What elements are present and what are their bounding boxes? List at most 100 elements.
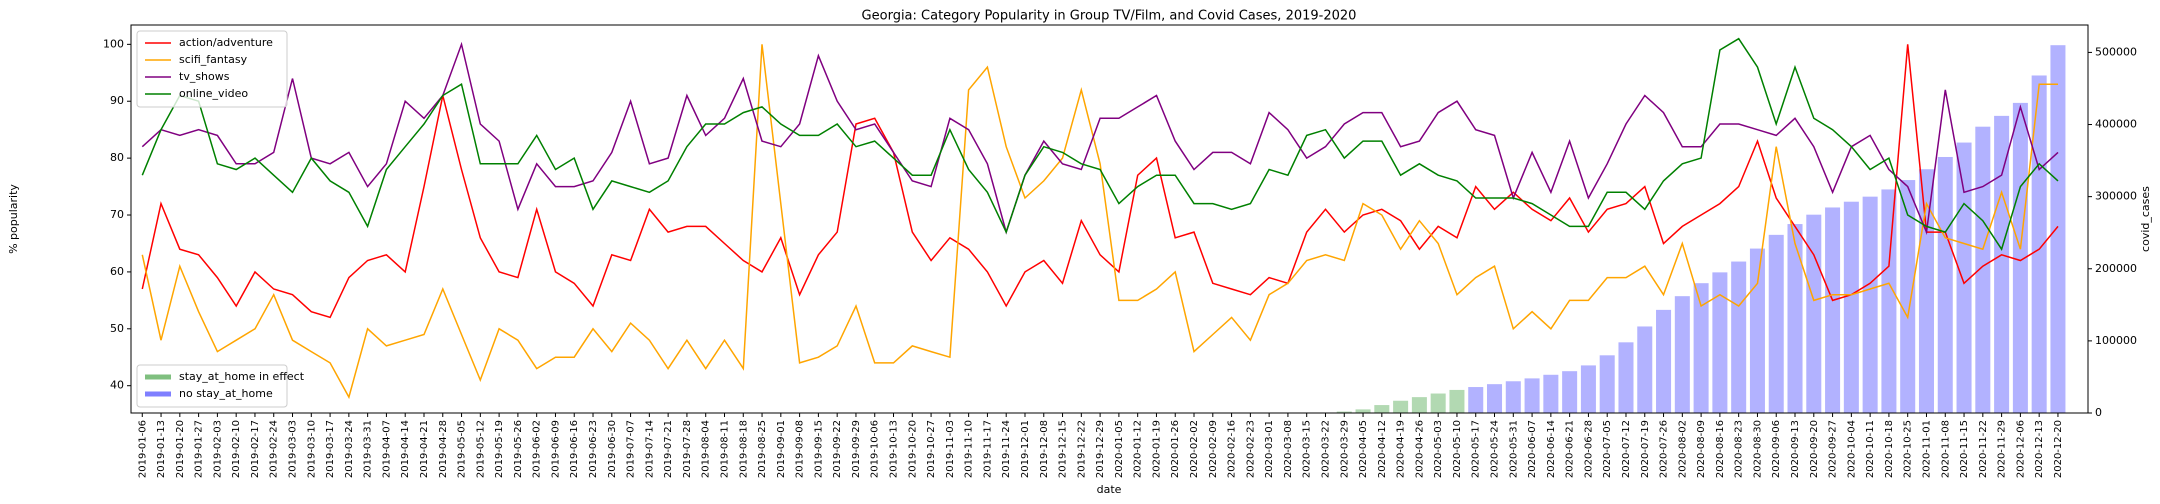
x-tick-label: 2020-11-08 bbox=[1940, 420, 1951, 478]
x-tick-label: 2019-06-02 bbox=[532, 420, 543, 478]
x-tick-label: 2020-04-19 bbox=[1396, 420, 1407, 478]
x-tick-label: 2019-12-08 bbox=[1039, 420, 1050, 478]
x-tick-label: 2019-01-27 bbox=[194, 420, 205, 478]
x-tick-label: 2019-08-04 bbox=[701, 420, 712, 478]
bar bbox=[2050, 45, 2066, 414]
bar bbox=[1712, 272, 1728, 413]
x-tick-label: 2019-10-20 bbox=[907, 420, 918, 478]
x-tick-label: 2019-03-31 bbox=[363, 420, 374, 478]
x-tick-label: 2019-06-23 bbox=[588, 420, 599, 478]
bar bbox=[1505, 381, 1521, 413]
x-tick-label: 2019-07-14 bbox=[644, 420, 655, 478]
y-tick-label: 60 bbox=[110, 265, 124, 278]
x-tick-label: 2020-10-11 bbox=[1865, 420, 1876, 478]
bar bbox=[1749, 248, 1765, 413]
bar bbox=[1994, 115, 2010, 414]
legend-label: tv_shows bbox=[179, 70, 230, 83]
x-axis-label: date bbox=[1097, 483, 1122, 496]
x-tick-label: 2019-05-19 bbox=[494, 420, 505, 478]
x-tick-label: 2020-12-13 bbox=[2034, 420, 2045, 478]
bar bbox=[1374, 405, 1390, 413]
x-tick-label: 2020-01-26 bbox=[1170, 420, 1181, 478]
bar bbox=[1468, 387, 1484, 413]
x-tick-label: 2020-09-06 bbox=[1771, 420, 1782, 478]
bar bbox=[1862, 196, 1878, 413]
x-tick-label: 2020-04-05 bbox=[1358, 420, 1369, 478]
bar bbox=[1393, 400, 1409, 413]
x-tick-label: 2019-09-08 bbox=[795, 420, 806, 478]
legend-box bbox=[136, 364, 288, 408]
x-tick-label: 2019-05-26 bbox=[513, 420, 524, 478]
y-axis-label: % popularity bbox=[7, 184, 20, 254]
x-tick-label: 2020-01-12 bbox=[1133, 420, 1144, 478]
y2-tick-label: 300000 bbox=[2095, 190, 2137, 203]
x-tick-label: 2019-01-13 bbox=[156, 420, 167, 478]
x-tick-label: 2020-08-09 bbox=[1696, 420, 1707, 478]
x-tick-label: 2019-04-21 bbox=[419, 420, 430, 478]
y2-tick-label: 0 bbox=[2095, 406, 2102, 419]
line-series bbox=[141, 44, 2058, 400]
x-tick-label: 2020-11-29 bbox=[1997, 420, 2008, 478]
line-series bbox=[141, 41, 2059, 235]
bar bbox=[1806, 214, 1822, 413]
x-tick-label: 2019-01-06 bbox=[137, 420, 148, 478]
x-tick-label: 2020-02-09 bbox=[1208, 420, 1219, 478]
x-tick-label: 2019-11-10 bbox=[964, 420, 975, 478]
x-tick-label: 2020-02-02 bbox=[1189, 420, 1200, 478]
x-tick-label: 2019-02-03 bbox=[212, 420, 223, 478]
x-tick-label: 2019-09-15 bbox=[813, 420, 824, 478]
legend-label: online_video bbox=[179, 87, 248, 100]
x-tick-label: 2020-07-12 bbox=[1621, 420, 1632, 478]
x-tick-label: 2019-07-07 bbox=[626, 420, 637, 478]
plot-frame bbox=[130, 24, 2089, 414]
bar bbox=[1975, 126, 1991, 413]
x-tick-label: 2019-12-15 bbox=[1058, 420, 1069, 478]
x-tick-label: 2019-08-11 bbox=[719, 420, 730, 478]
x-tick-label: 2019-04-28 bbox=[438, 420, 449, 478]
x-tick-label: 2020-09-13 bbox=[1790, 420, 1801, 478]
x-tick-label: 2020-11-15 bbox=[1959, 420, 1970, 478]
x-tick-label: 2020-10-18 bbox=[1884, 420, 1895, 478]
bar bbox=[1618, 342, 1634, 413]
x-tick-label: 2019-04-14 bbox=[400, 420, 411, 478]
x-tick-label: 2020-05-31 bbox=[1508, 420, 1519, 478]
bar bbox=[2012, 102, 2028, 413]
x-tick-label: 2020-11-01 bbox=[1921, 420, 1932, 478]
x-tick-label: 2020-08-23 bbox=[1734, 420, 1745, 478]
bar bbox=[1881, 189, 1897, 413]
x-tick-label: 2019-10-27 bbox=[926, 420, 937, 478]
x-tick-label: 2019-07-28 bbox=[682, 420, 693, 478]
x-tick-label: 2020-08-30 bbox=[1752, 420, 1763, 478]
x-tick-label: 2019-09-22 bbox=[832, 420, 843, 478]
y2-tick-label: 400000 bbox=[2095, 118, 2137, 131]
bar bbox=[1336, 411, 1352, 413]
line-series bbox=[141, 44, 2059, 319]
x-tick-label: 2020-03-22 bbox=[1320, 420, 1331, 478]
x-tick-label: 2020-09-27 bbox=[1828, 420, 1839, 478]
y2-tick-label: 500000 bbox=[2095, 45, 2137, 58]
x-tick-label: 2020-09-20 bbox=[1809, 420, 1820, 478]
bar bbox=[1787, 224, 1803, 413]
x-tick-label: 2020-12-20 bbox=[2053, 420, 2064, 478]
y-tick-label: 80 bbox=[110, 151, 124, 164]
x-tick-label: 2019-11-17 bbox=[982, 420, 993, 478]
bar bbox=[1580, 365, 1596, 413]
x-tick-label: 2019-07-21 bbox=[663, 420, 674, 478]
y2-tick-label: 200000 bbox=[2095, 262, 2137, 275]
x-tick-label: 2020-03-29 bbox=[1339, 420, 1350, 478]
bar bbox=[1524, 378, 1540, 413]
x-tick-label: 2020-05-03 bbox=[1433, 420, 1444, 478]
x-tick-label: 2019-06-09 bbox=[550, 420, 561, 478]
x-tick-label: 2020-07-26 bbox=[1659, 420, 1670, 478]
x-tick-label: 2020-10-04 bbox=[1846, 420, 1857, 478]
x-tick-label: 2019-12-29 bbox=[1095, 420, 1106, 478]
bar bbox=[1674, 296, 1690, 413]
x-tick-label: 2020-02-23 bbox=[1245, 420, 1256, 478]
x-tick-label: 2019-03-17 bbox=[325, 420, 336, 478]
bar bbox=[1900, 180, 1916, 413]
x-tick-label: 2020-04-26 bbox=[1414, 420, 1425, 478]
bar bbox=[1430, 393, 1446, 413]
x-tick-label: 2020-01-19 bbox=[1151, 420, 1162, 478]
bar bbox=[1599, 355, 1615, 413]
x-tick-label: 2019-11-03 bbox=[945, 420, 956, 478]
